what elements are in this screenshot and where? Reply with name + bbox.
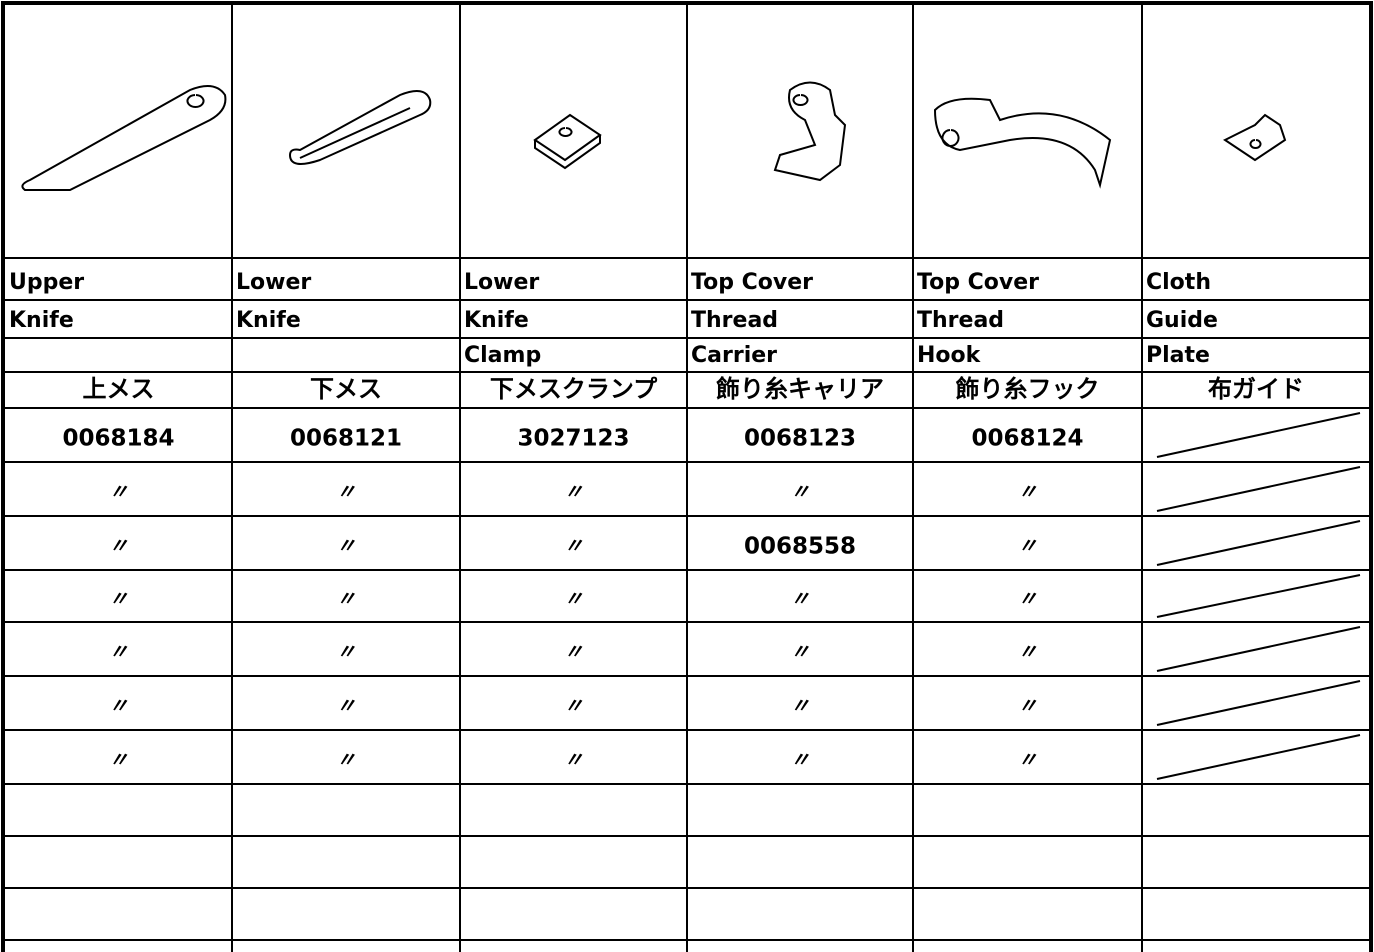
empty-slash [1156, 574, 1361, 618]
part-number: 〃 [564, 748, 584, 772]
part-name-en: Thread [691, 308, 778, 333]
part-name-jp: 上メス [83, 375, 155, 403]
empty-slash [1156, 412, 1361, 458]
part-number: 0068123 [744, 426, 856, 452]
part-number: 〃 [109, 480, 129, 504]
part-name-en: Hook [917, 343, 982, 368]
part-name-en: Cloth [1146, 270, 1211, 295]
part-number: 〃 [790, 694, 810, 718]
carrier-icon [773, 81, 847, 182]
part-number: 0068121 [290, 426, 402, 452]
part-name-en: Knife [464, 308, 529, 333]
part-number: 〃 [1018, 640, 1038, 664]
part-number: 〃 [790, 587, 810, 611]
part-name-en: Clamp [464, 343, 541, 368]
part-name-en: Plate [1146, 343, 1210, 368]
part-name-en: Top Cover [691, 270, 813, 295]
part-name-jp: 布ガイド [1208, 375, 1304, 403]
part-name-jp: 下メス [310, 375, 382, 403]
part-name-en: Top Cover [917, 270, 1039, 295]
empty-slash [1156, 626, 1361, 672]
part-name-en: Guide [1146, 308, 1218, 333]
part-number: 〃 [109, 534, 129, 558]
part-number: 0068558 [744, 534, 856, 560]
part-number: 〃 [1018, 534, 1038, 558]
part-number: 0068124 [971, 426, 1083, 452]
part-name-en: Knife [9, 308, 74, 333]
lower-knife-icon [288, 90, 432, 165]
part-illustrations [21, 81, 1287, 191]
part-number: 〃 [790, 480, 810, 504]
part-number: 〃 [336, 534, 356, 558]
part-number: 〃 [109, 748, 129, 772]
part-name-en: Thread [917, 308, 1004, 333]
part-number: 3027123 [517, 426, 629, 452]
part-number: 〃 [790, 640, 810, 664]
empty-slash [1156, 680, 1361, 726]
part-number: 〃 [564, 534, 584, 558]
part-name-jp: 飾り糸フック [956, 375, 1100, 403]
part-name-jp: 飾り糸キャリア [716, 375, 884, 403]
part-name-jp: 下メスクランプ [490, 375, 658, 403]
empty-slash [1156, 520, 1361, 566]
part-number: 〃 [336, 587, 356, 611]
part-number: 〃 [564, 587, 584, 611]
part-number: 〃 [109, 587, 129, 611]
guide-plate-icon [1223, 113, 1287, 162]
part-number: 〃 [1018, 694, 1038, 718]
part-name-en: Knife [236, 308, 301, 333]
part-number: 〃 [564, 694, 584, 718]
part-name-en: Lower [236, 270, 311, 295]
part-number: 〃 [564, 480, 584, 504]
empty-slash [1156, 734, 1361, 780]
part-name-en: Carrier [691, 343, 777, 368]
part-number: 〃 [1018, 480, 1038, 504]
empty-slash [1156, 466, 1361, 512]
part-name-en: Upper [9, 270, 84, 295]
part-number: 〃 [1018, 748, 1038, 772]
part-number: 〃 [790, 748, 810, 772]
part-number: 〃 [336, 640, 356, 664]
part-number: 〃 [109, 694, 129, 718]
upper-knife-icon [21, 85, 227, 191]
clamp-icon [533, 113, 602, 170]
part-name-en: Lower [464, 270, 539, 295]
part-number: 〃 [1018, 587, 1038, 611]
part-number: 〃 [564, 640, 584, 664]
part-number: 〃 [336, 748, 356, 772]
hook-icon [933, 97, 1112, 189]
part-number: 〃 [336, 694, 356, 718]
part-number: 〃 [336, 480, 356, 504]
part-number: 0068184 [62, 426, 174, 452]
part-number: 〃 [109, 640, 129, 664]
